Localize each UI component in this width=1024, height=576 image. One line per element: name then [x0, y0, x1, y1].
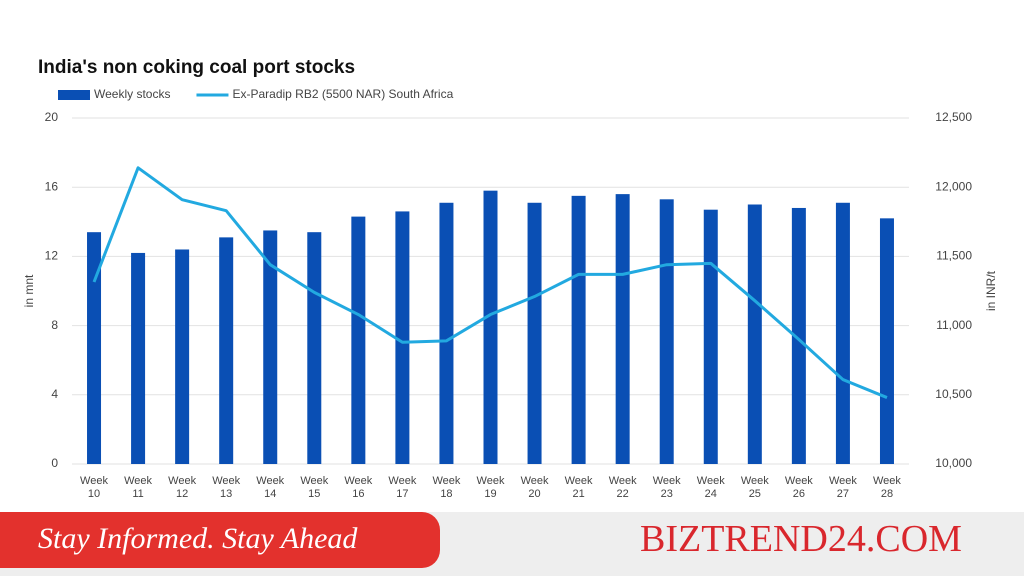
y2-tick-label: 12,000	[935, 179, 972, 193]
bar	[879, 218, 894, 464]
bar	[747, 204, 762, 464]
x-tick-label: Week 23	[652, 475, 681, 500]
bar	[131, 252, 146, 464]
y-tick-label: 12	[45, 249, 59, 263]
x-tick-label: Week 13	[212, 475, 241, 500]
y-axis-label: in mnt	[22, 274, 36, 307]
bar	[395, 211, 410, 464]
bar	[527, 202, 542, 464]
bar	[87, 232, 102, 464]
y2-tick-label: 12,500	[935, 110, 972, 124]
bar	[835, 202, 850, 464]
y-tick-label: 4	[51, 387, 58, 401]
x-tick-label: Week 11	[124, 475, 153, 500]
x-tick-label: Week 18	[432, 475, 461, 500]
x-tick-label: Week 27	[828, 475, 857, 500]
y2-tick-label: 10,000	[935, 456, 972, 470]
x-tick-label: Week 15	[300, 475, 329, 500]
y-tick-label: 0	[51, 456, 58, 470]
bar	[703, 209, 718, 464]
bar	[263, 230, 278, 464]
y2-axis-label: in INR/t	[984, 270, 998, 311]
x-tick-label: Week 10	[80, 475, 108, 500]
x-tick-label: Week 21	[564, 475, 593, 500]
x-tick-label: Week 19	[476, 475, 505, 500]
x-tick-label: Week 28	[873, 475, 901, 500]
banner: Stay Informed. Stay Ahead BIZTREND24.COM	[0, 512, 1024, 576]
bar	[791, 207, 806, 464]
y-tick-label: 20	[45, 110, 59, 124]
chart-title: India's non coking coal port stocks	[38, 57, 355, 78]
line	[92, 166, 888, 399]
bar	[307, 232, 322, 464]
bar	[175, 249, 190, 464]
x-tick-label: Week 25	[740, 475, 769, 500]
y2-tick-label: 11,500	[936, 249, 972, 263]
legend-label: Weekly stocks	[94, 87, 170, 101]
x-tick-label: Week 24	[696, 475, 725, 500]
x-tick-label: Week 20	[520, 475, 549, 500]
bar	[615, 194, 630, 464]
bar	[219, 237, 234, 464]
legend-label: Ex-Paradip RB2 (5500 NAR) South Africa	[232, 87, 453, 101]
brand: BIZTREND24.COM	[640, 518, 962, 560]
x-tick-label: Week 22	[608, 475, 637, 500]
x-tick-label: Week 14	[256, 475, 285, 500]
y-tick-label: 16	[45, 179, 59, 193]
y2-tick-label: 10,500	[935, 387, 972, 401]
x-tick-label: Week 12	[168, 475, 197, 500]
y-tick-label: 8	[51, 318, 58, 332]
bar	[351, 216, 366, 464]
x-tick-label: Week 17	[388, 475, 417, 500]
bar	[439, 202, 454, 464]
chart: India's non coking coal port stocks in m…	[22, 57, 998, 470]
x-tick-label: Week 16	[344, 475, 373, 500]
bar	[571, 195, 586, 464]
tagline: Stay Informed. Stay Ahead	[0, 512, 440, 568]
bar	[659, 199, 674, 464]
legend-swatch	[58, 90, 90, 100]
x-tick-label: Week 26	[784, 475, 813, 500]
bar	[483, 190, 498, 464]
y2-tick-label: 11,000	[936, 318, 972, 332]
